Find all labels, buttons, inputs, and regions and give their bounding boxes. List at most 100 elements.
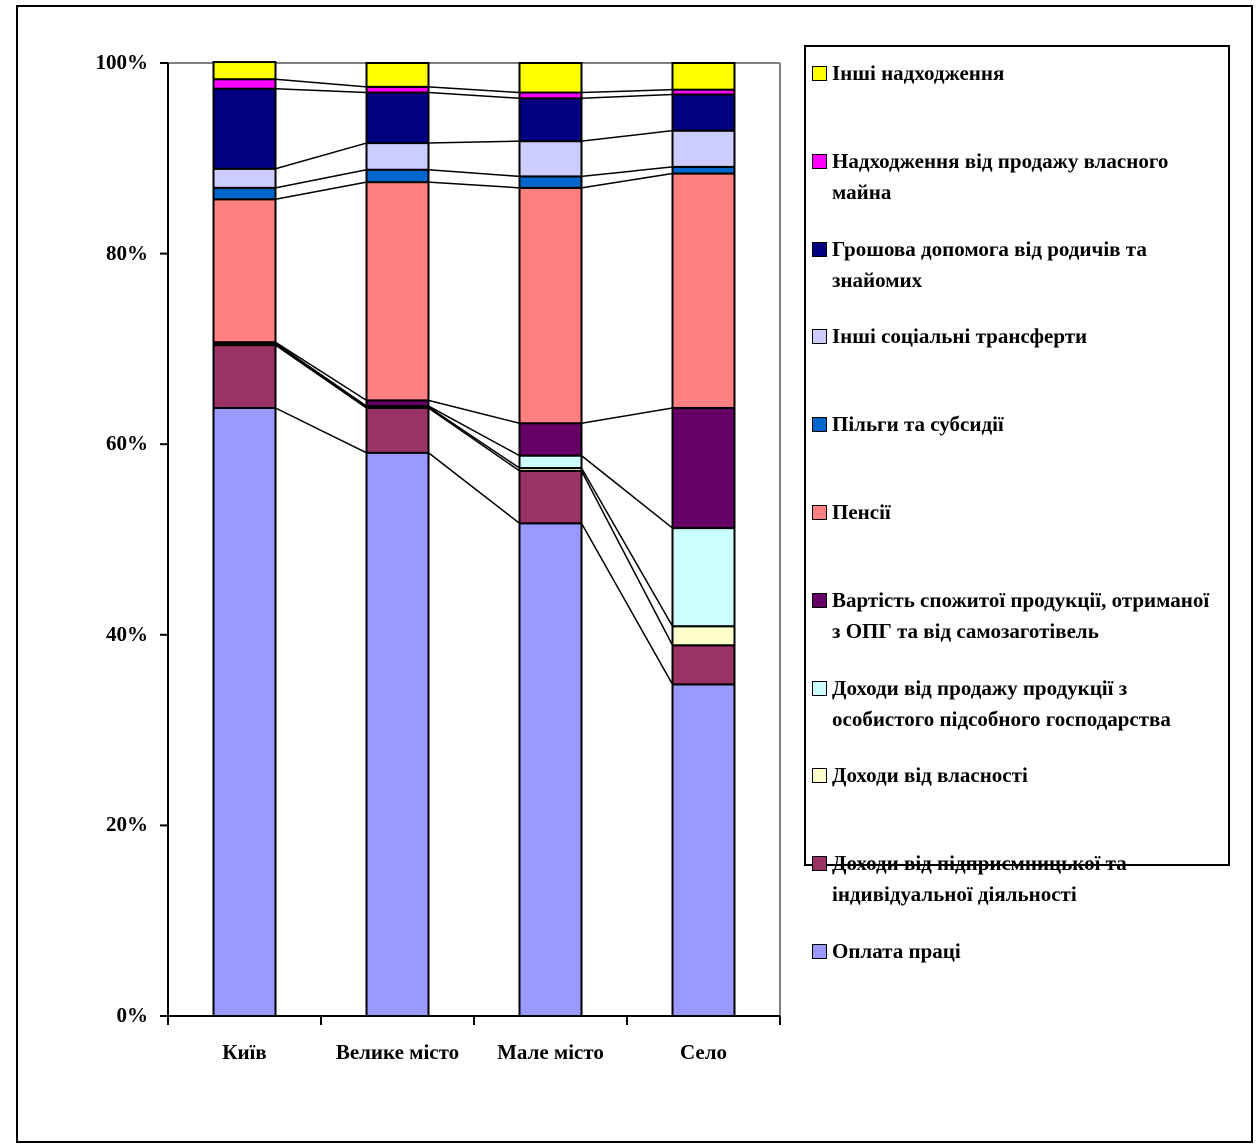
series-line [581, 455, 673, 529]
bar-segment [518, 422, 583, 457]
series-line [275, 341, 367, 401]
bar-segment [212, 186, 277, 201]
bar-segment [365, 451, 430, 1018]
legend-label: Надходження від продажу власного майна [832, 148, 1169, 204]
legend-swatch [812, 768, 827, 784]
bar-segment [671, 625, 736, 647]
legend-swatch [812, 241, 827, 257]
series-line [580, 467, 674, 627]
bar-segment [518, 175, 583, 189]
bar-segment [365, 168, 430, 184]
y-tick-label: 80% [106, 240, 148, 265]
series-line [581, 407, 673, 424]
legend-item: Інші надходження [812, 58, 1212, 89]
legend-box [804, 45, 1230, 866]
series-line [581, 93, 673, 100]
bar-segment [212, 406, 277, 1017]
bar-segment [365, 181, 430, 402]
bar-segment [671, 683, 736, 1018]
series-line [275, 407, 367, 454]
bar-segment [212, 87, 277, 170]
bar-segment [212, 198, 277, 344]
bar-segment [518, 469, 583, 525]
series-line [428, 168, 520, 178]
series-line [428, 407, 520, 472]
bar-segment [365, 142, 430, 171]
bar-segment [671, 406, 736, 530]
legend-swatch [812, 505, 827, 520]
legend-item: Доходи від продажу продукції з особистог… [812, 673, 1212, 735]
bar-segment [671, 93, 736, 132]
legend-item: Пенсії [812, 497, 1212, 528]
bar-segment [518, 97, 583, 143]
legend-item: Пільги та субсидії [812, 409, 1212, 440]
y-tick-label: 40% [106, 621, 148, 646]
legend-swatch [812, 856, 827, 872]
bar-segment [671, 165, 736, 175]
legend-swatch [812, 66, 827, 81]
legend-label: Доходи від продажу продукції з особистог… [832, 675, 1171, 731]
series-line [275, 344, 367, 409]
legend-label: Вартість спожитої продукції, отриманої з… [832, 587, 1210, 643]
bar-segment [518, 186, 583, 425]
bar-segment [671, 129, 736, 168]
legend-item: Доходи від підприємницької та індивідуал… [812, 848, 1212, 910]
series-line [581, 88, 673, 94]
series-line [275, 142, 367, 170]
legend-item: Грошова допомога від родичів та знайомих [812, 234, 1212, 296]
series-line [428, 405, 520, 457]
series-line [581, 129, 673, 142]
y-tick-label: 20% [106, 812, 148, 837]
legend-swatch [812, 592, 827, 608]
series-line [275, 78, 367, 88]
legend-item: Вартість спожитої продукції, отриманої з… [812, 585, 1212, 647]
series-line [275, 169, 367, 189]
legend-swatch [812, 417, 827, 433]
bar-segment [518, 140, 583, 178]
legend-swatch [812, 329, 827, 345]
series-line [428, 86, 520, 94]
legend-label: Оплата праці [832, 939, 961, 963]
series-line [581, 166, 673, 178]
series-line [275, 343, 367, 408]
bar-segment [212, 78, 277, 90]
bar-segment [365, 91, 430, 145]
legend-label: Інші соціальні трансферти [832, 324, 1088, 349]
x-tick-label: Велике місто [335, 1040, 460, 1064]
bar-segment [212, 167, 277, 189]
series-line [581, 172, 673, 189]
legend-label: Грошова допомога від родичів та знайомих [832, 236, 1147, 292]
series-line [428, 140, 520, 144]
bar-segment [212, 61, 277, 81]
series-line [275, 342, 367, 407]
legend-swatch [812, 944, 827, 959]
bar-segment [365, 406, 430, 454]
series-line [580, 522, 674, 685]
x-tick-label: Мале місто [497, 1040, 604, 1064]
series-line [275, 87, 367, 94]
y-tick-label: 100% [95, 50, 149, 74]
series-line [428, 399, 520, 424]
bar-segment [518, 454, 583, 470]
y-tick-label: 0% [116, 1003, 149, 1027]
legend-label: Пенсії [832, 500, 891, 524]
bar-segment [518, 522, 583, 1017]
y-tick-label: 60% [106, 431, 148, 456]
bar-segment [212, 344, 277, 409]
legend-item: Інші соціальні трансферти [812, 321, 1212, 352]
legend-item: Доходи від власності [812, 760, 1212, 791]
series-line [580, 470, 674, 646]
bar-segment [671, 527, 736, 628]
series-line [428, 406, 520, 469]
legend-swatch [812, 153, 827, 169]
legend-swatch [812, 680, 827, 696]
series-line [428, 452, 520, 524]
bar-segment [671, 62, 736, 91]
x-tick-label: Село [679, 1040, 728, 1064]
chart-border [16, 5, 1253, 1143]
series-line [275, 181, 367, 201]
bar-segment [671, 172, 736, 409]
bar-segment [365, 62, 430, 88]
legend-label: Доходи від власності [832, 763, 1028, 788]
